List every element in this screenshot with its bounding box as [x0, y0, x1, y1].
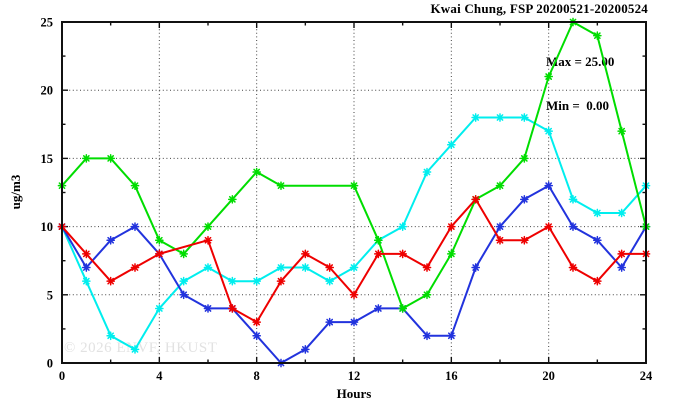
y-tick-label: 25 — [41, 16, 54, 30]
y-tick-label: 5 — [47, 288, 53, 302]
x-tick-label: 12 — [348, 369, 361, 383]
cyan-series-markers — [57, 113, 651, 354]
y-tick-label: 20 — [41, 84, 54, 98]
max-min-annotation: Max = 25.00 Min = 0.00 — [546, 26, 614, 142]
x-tick-label: 0 — [59, 369, 65, 383]
chart-title: Kwai Chung, FSP 20200521-20200524 — [430, 1, 648, 16]
x-tick-label: 20 — [542, 369, 555, 383]
y-tick-label: 10 — [41, 220, 54, 234]
plot-border — [61, 21, 647, 364]
x-tick-label: 24 — [640, 369, 653, 383]
y-tick-label: 0 — [47, 357, 53, 371]
red-series-line — [61, 198, 646, 324]
x-axis-label: Hours — [336, 386, 372, 401]
x-tick-label: 16 — [445, 369, 458, 383]
max-value-label: Max = 25.00 — [546, 54, 615, 69]
x-tick-label: 4 — [156, 369, 163, 383]
min-value-label: Min = 0.00 — [546, 97, 610, 113]
x-tick-label: 8 — [254, 369, 260, 383]
y-tick-label: 15 — [41, 152, 54, 166]
